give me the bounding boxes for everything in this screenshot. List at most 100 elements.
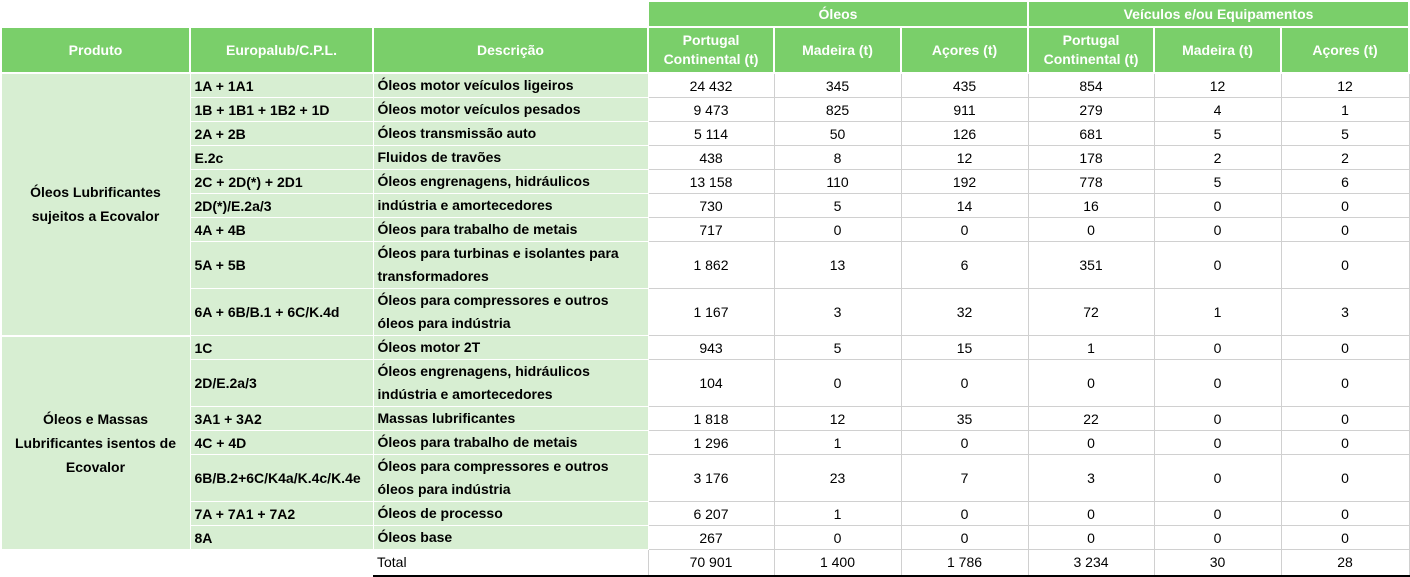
europalub-code: 1B + 1B1 + 1B2 + 1D bbox=[189, 97, 374, 122]
value-cell: 438 bbox=[647, 145, 775, 170]
header-oleos-acores: Açores (t) bbox=[899, 26, 1030, 74]
table-row: 1B + 1B1 + 1B2 + 1D Óleos motor veículos … bbox=[1, 97, 1410, 122]
value-cell: 0 bbox=[1153, 430, 1282, 455]
value-cell: 13 158 bbox=[647, 169, 775, 194]
description: Óleos para turbinas e isolantes para tra… bbox=[372, 241, 649, 289]
value-cell: 0 bbox=[1027, 359, 1155, 407]
europalub-code: 7A + 7A1 + 7A2 bbox=[189, 501, 374, 526]
value-cell: 345 bbox=[773, 72, 902, 98]
value-cell: 8 bbox=[773, 145, 902, 170]
total-value: 30 bbox=[1153, 549, 1282, 577]
value-cell: 267 bbox=[647, 525, 775, 550]
value-cell: 0 bbox=[1027, 501, 1155, 526]
value-cell: 943 bbox=[647, 335, 775, 360]
value-cell: 12 bbox=[1153, 72, 1282, 98]
table-row: 7A + 7A1 + 7A2 Óleos de processo 6 207 1 0 0 0… bbox=[1, 501, 1410, 526]
total-value: 3 234 bbox=[1027, 549, 1155, 577]
value-cell: 3 bbox=[773, 288, 902, 336]
total-value: 70 901 bbox=[647, 549, 775, 577]
table-row: E.2c Fluidos de travões 438 8 12 178 2 2 bbox=[1, 145, 1410, 170]
value-cell: 0 bbox=[1280, 193, 1410, 218]
table-row: 2D(*)/E.2a/3 indústria e amortecedores 730… bbox=[1, 193, 1410, 218]
value-cell: 681 bbox=[1027, 121, 1155, 146]
table-row: 8A Óleos base 267 0 0 0 0 0 bbox=[1, 525, 1410, 550]
value-cell: 3 176 bbox=[647, 454, 775, 502]
value-cell: 110 bbox=[773, 169, 902, 194]
value-cell: 12 bbox=[1280, 72, 1410, 98]
value-cell: 0 bbox=[900, 525, 1029, 550]
value-cell: 0 bbox=[773, 217, 902, 242]
value-cell: 1 bbox=[773, 430, 902, 455]
europalub-code: E.2c bbox=[189, 145, 374, 170]
value-cell: 72 bbox=[1027, 288, 1155, 336]
europalub-code: 8A bbox=[189, 525, 374, 550]
description: Óleos para trabalho de metais bbox=[372, 430, 649, 455]
value-cell: 0 bbox=[1280, 335, 1410, 360]
description: Óleos motor 2T bbox=[372, 335, 649, 360]
value-cell: 0 bbox=[900, 430, 1029, 455]
value-cell: 1 bbox=[1027, 335, 1155, 360]
europalub-code: 2C + 2D(*) + 2D1 bbox=[189, 169, 374, 194]
value-cell: 2 bbox=[1280, 145, 1410, 170]
header-veiculos-madeira: Madeira (t) bbox=[1153, 26, 1283, 74]
value-cell: 1 167 bbox=[647, 288, 775, 336]
value-cell: 2 bbox=[1153, 145, 1282, 170]
value-cell: 825 bbox=[773, 97, 902, 122]
total-value: 1 786 bbox=[900, 549, 1029, 577]
value-cell: 0 bbox=[1153, 241, 1282, 289]
value-cell: 0 bbox=[1153, 501, 1282, 526]
value-cell: 0 bbox=[900, 501, 1029, 526]
value-cell: 192 bbox=[900, 169, 1029, 194]
value-cell: 5 bbox=[1280, 121, 1410, 146]
value-cell: 717 bbox=[647, 217, 775, 242]
value-cell: 0 bbox=[1153, 217, 1282, 242]
europalub-code: 5A + 5B bbox=[189, 241, 374, 289]
value-cell: 32 bbox=[900, 288, 1029, 336]
value-cell: 0 bbox=[1280, 406, 1410, 431]
table-body: Óleos Lubrificantes sujeitos a Ecovalor 1… bbox=[0, 72, 1410, 550]
value-cell: 126 bbox=[900, 121, 1029, 146]
value-cell: 22 bbox=[1027, 406, 1155, 431]
description: Óleos base bbox=[372, 525, 649, 550]
total-value: 28 bbox=[1280, 549, 1410, 577]
table-row: Óleos e Massas Lubrificantes isentos de … bbox=[0, 334, 1410, 550]
product-group-cell: Óleos e Massas Lubrificantes isentos de … bbox=[0, 334, 191, 550]
value-cell: 12 bbox=[900, 145, 1029, 170]
description: Óleos motor veículos ligeiros bbox=[372, 73, 649, 98]
table-row: 4A + 4B Óleos para trabalho de metais 717 0… bbox=[1, 217, 1410, 242]
europalub-code: 2D(*)/E.2a/3 bbox=[189, 193, 374, 218]
header-blank bbox=[1, 1, 648, 27]
table-header: Óleos Veículos e/ou Equipamentos Produto… bbox=[0, 0, 1410, 74]
description: Óleos para compressores e outros óleos p… bbox=[372, 288, 649, 336]
value-cell: 1 296 bbox=[647, 430, 775, 455]
description: indústria e amortecedores bbox=[372, 193, 649, 218]
product-group-cell: Óleos Lubrificantes sujeitos a Ecovalor bbox=[0, 72, 191, 336]
value-cell: 778 bbox=[1027, 169, 1155, 194]
value-cell: 5 bbox=[773, 335, 902, 360]
value-cell: 351 bbox=[1027, 241, 1155, 289]
value-cell: 6 207 bbox=[647, 501, 775, 526]
value-cell: 0 bbox=[1153, 454, 1282, 502]
europalub-code: 3A1 + 3A2 bbox=[189, 406, 374, 431]
value-cell: 15 bbox=[900, 335, 1029, 360]
table-row: 2C + 2D(*) + 2D1 Óleos engrenagens, hidrá… bbox=[1, 169, 1410, 194]
value-cell: 1 bbox=[1280, 97, 1410, 122]
value-cell: 0 bbox=[1027, 217, 1155, 242]
header-descricao: Descrição bbox=[372, 26, 649, 74]
table-row: Óleos Lubrificantes sujeitos a Ecovalor 1… bbox=[0, 72, 1410, 336]
value-cell: 16 bbox=[1027, 193, 1155, 218]
total-row: Total 70 901 1 400 1 786 3 234 30 28 bbox=[1, 549, 1410, 577]
value-cell: 0 bbox=[900, 359, 1029, 407]
value-cell: 0 bbox=[1153, 193, 1282, 218]
value-cell: 5 bbox=[773, 193, 902, 218]
header-group-oleos: Óleos bbox=[646, 0, 1030, 28]
value-cell: 104 bbox=[647, 359, 775, 407]
description: Óleos transmissão auto bbox=[372, 121, 649, 146]
value-cell: 911 bbox=[900, 97, 1029, 122]
value-cell: 4 bbox=[1153, 97, 1282, 122]
value-cell: 50 bbox=[773, 121, 902, 146]
description: Óleos engrenagens, hidráulicos indústria… bbox=[372, 359, 649, 407]
description: Óleos para trabalho de metais bbox=[372, 217, 649, 242]
europalub-code: 4C + 4D bbox=[189, 430, 374, 455]
